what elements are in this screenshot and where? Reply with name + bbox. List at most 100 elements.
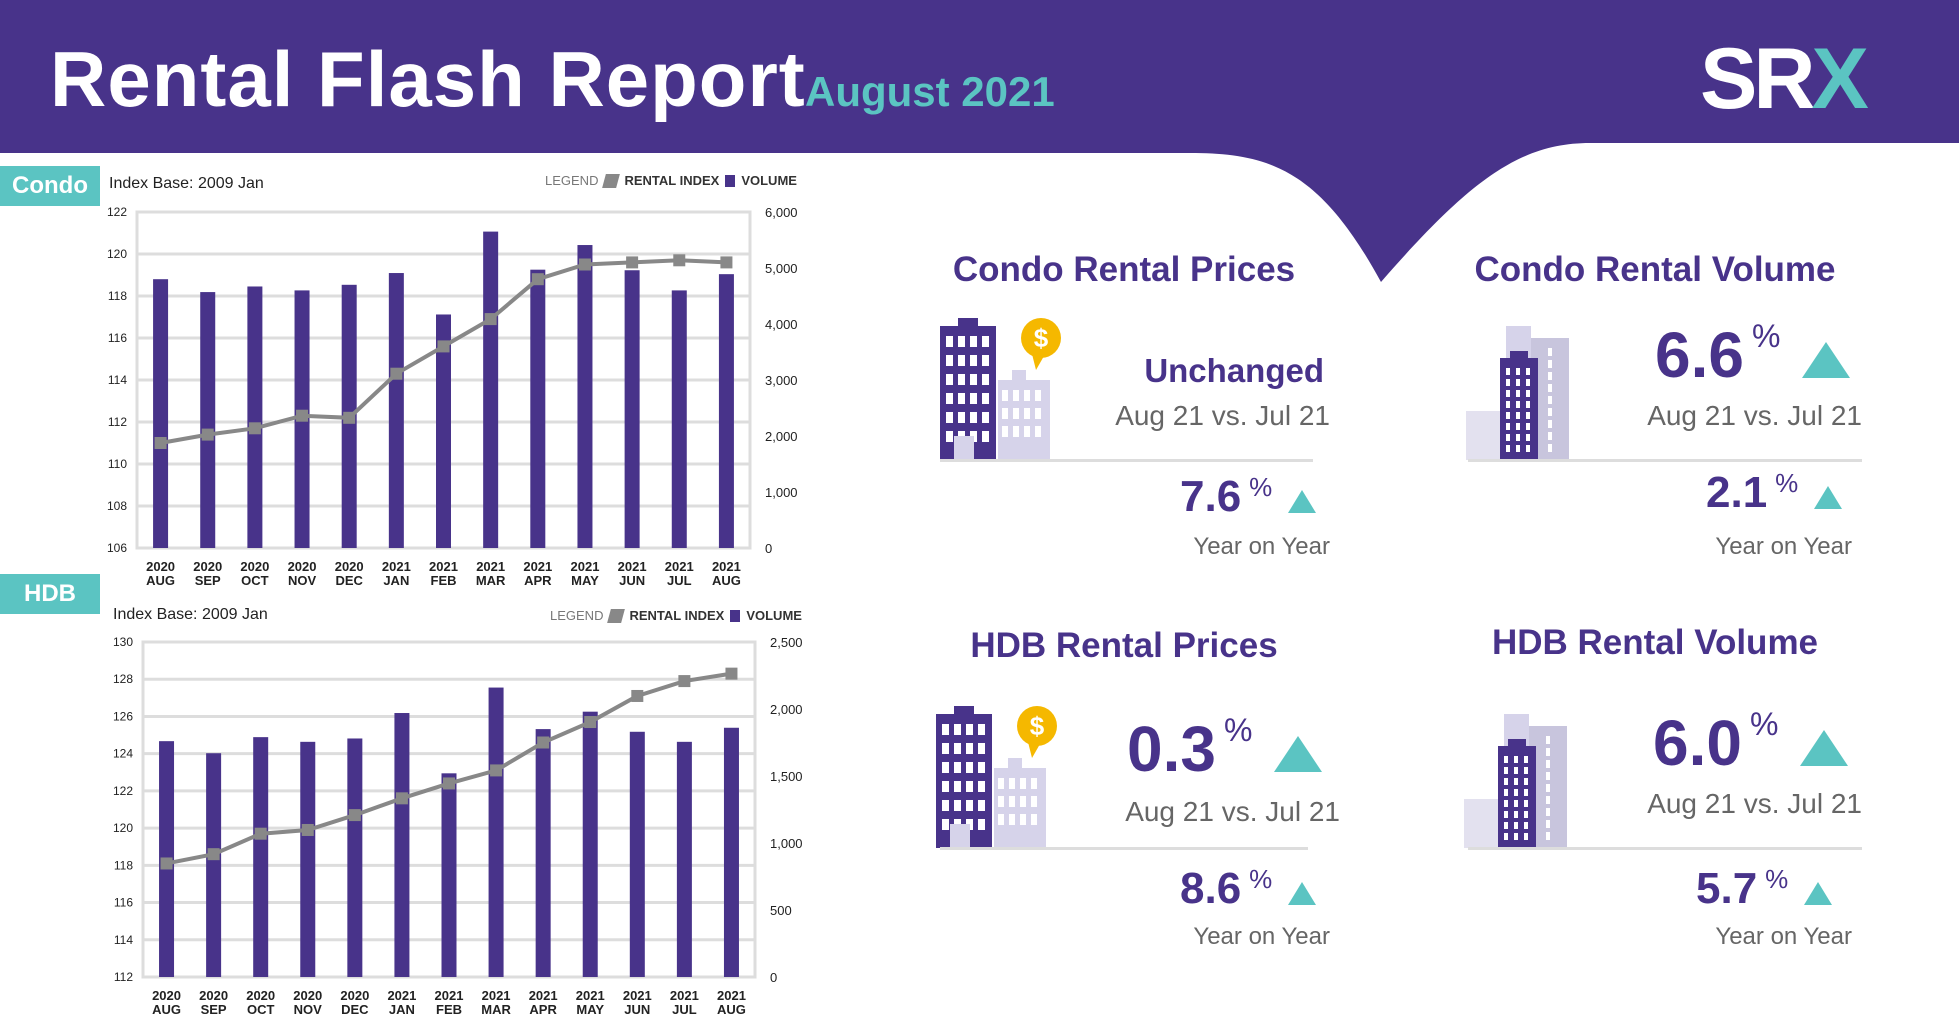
right-tick-label: 0 [765,541,772,556]
x-tick-year: 2020 [293,988,322,1003]
window [1020,778,1026,789]
condo-legend: LEGEND RENTAL INDEX VOLUME [545,173,797,188]
condo-prices-mom: Unchanged [1144,352,1324,389]
rental-index-point [673,254,686,267]
window [978,781,985,792]
x-tick-month: FEB [436,1002,462,1017]
yoy-value: 7.6 [1180,472,1242,521]
coin [1017,706,1057,746]
chimney [1012,370,1026,382]
window [1514,789,1518,796]
window [958,355,965,366]
window [1504,822,1508,829]
window [1506,368,1510,375]
x-tick-year: 2020 [246,988,275,1003]
hdb-prices-title: HDB Rental Prices [970,626,1278,665]
triangle-up-icon [1288,882,1317,905]
x-tick-month: MAR [481,1002,511,1017]
volume-bar [723,727,739,977]
window [966,781,973,792]
right-tick-label: 1,500 [770,769,803,784]
x-tick-year: 2020 [193,559,222,574]
volume-bar [624,270,640,548]
window [1504,833,1508,840]
x-tick-year: 2021 [712,559,741,574]
window [1020,796,1026,807]
chimney [1008,758,1022,770]
right-tick-label: 0 [770,970,777,985]
window [1009,814,1015,825]
window [1548,396,1552,404]
low-building [1466,411,1506,460]
x-tick-month: MAR [476,573,506,588]
window [978,724,985,735]
condo-prices-compare: Aug 21 vs. Jul 21 [1115,400,1330,431]
window [1035,426,1041,437]
divider [1468,459,1862,462]
window [982,412,989,423]
x-tick-year: 2020 [240,559,269,574]
x-tick-month: SEP [195,573,221,588]
window [1524,778,1528,785]
coin [1021,318,1061,358]
door [954,436,974,460]
window [1020,814,1026,825]
window [1002,426,1008,437]
left-tick-label: 120 [113,821,133,835]
window [970,412,977,423]
window [942,762,949,773]
window [1546,760,1550,768]
x-tick-month: JUN [624,1002,650,1017]
x-tick-year: 2021 [717,988,746,1003]
right-tick-label: 4,000 [765,317,798,332]
rental-index-point [395,792,408,805]
left-tick-label: 128 [113,672,133,686]
window [970,355,977,366]
left-tick-label: 118 [114,858,133,872]
window [966,800,973,811]
mom-value: 6.6 [1655,319,1744,391]
window [970,374,977,385]
window [1524,789,1528,796]
condo-prices-yoy-label: Year on Year [1193,533,1330,560]
dollar-icon: $ [1034,323,1049,353]
volume-bar [394,713,410,977]
window [1516,423,1520,430]
rental-index-point [207,848,220,861]
door [950,824,970,848]
x-tick-month: OCT [241,573,269,588]
window [1024,408,1030,419]
legend-volume: VOLUME [741,173,797,188]
x-tick-year: 2021 [435,988,464,1003]
volume-bar [247,286,263,548]
x-tick-year: 2021 [382,559,411,574]
window [954,800,961,811]
condo-prices-yoy: 7.6 % [1180,472,1317,522]
x-tick-month: AUG [712,573,741,588]
window [966,762,973,773]
right-tick-label: 2,500 [770,635,803,650]
right-tick-label: 1,000 [770,836,803,851]
window [1526,434,1530,441]
window [958,393,965,404]
x-tick-month: MAY [571,573,599,588]
x-tick-year: 2021 [482,988,511,1003]
window [1013,390,1019,401]
rental-index-point [343,411,356,424]
right-tick-label: 6,000 [765,205,798,220]
x-tick-month: AUG [146,573,175,588]
x-tick-year: 2021 [529,988,558,1003]
condo-tab: Condo [0,166,100,206]
condo-volume-yoy: 2.1 % [1706,468,1843,518]
x-tick-year: 2020 [152,988,181,1003]
window [1013,408,1019,419]
left-tick-label: 120 [107,247,127,261]
rental-index-point [490,764,503,777]
percent-sign: % [1223,712,1253,748]
x-tick-year: 2021 [523,559,552,574]
left-tick-label: 126 [113,709,133,723]
window [966,743,973,754]
left-tick-label: 112 [114,970,133,984]
volume-bar [582,711,598,977]
tower-buildings-icon [1464,714,1567,848]
